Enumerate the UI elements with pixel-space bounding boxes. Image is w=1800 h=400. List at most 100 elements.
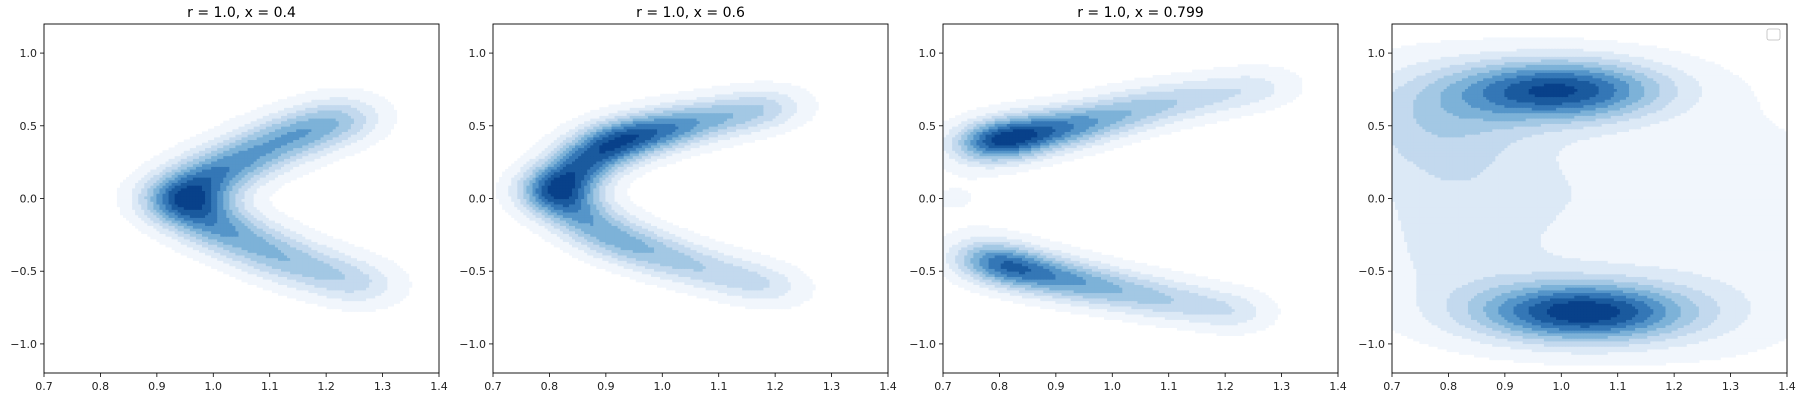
density-cell (366, 262, 370, 267)
density-cell (326, 246, 331, 251)
density-cell (775, 279, 780, 283)
density-cell (205, 177, 209, 181)
density-cell (162, 233, 167, 237)
density-cell (793, 287, 798, 291)
density-cell (299, 270, 303, 275)
density-cell (372, 112, 376, 116)
density-cell (180, 214, 185, 218)
density-cell (247, 198, 252, 202)
x-tick-label: 0.8 (92, 380, 110, 393)
density-cell (262, 193, 267, 197)
density-cell (198, 244, 203, 248)
density-cell (308, 147, 312, 151)
density-cell (226, 190, 230, 194)
density-cell (399, 284, 404, 288)
density-cell (223, 203, 227, 208)
density-cell (314, 152, 319, 157)
density-cell (177, 187, 182, 192)
density-cell (793, 292, 798, 296)
density-cell (784, 279, 789, 283)
density-cell (250, 131, 255, 135)
density-cell (241, 171, 246, 175)
density-cell (162, 158, 167, 162)
density-cell (250, 179, 255, 183)
density-cell (129, 182, 133, 186)
density-cell (268, 244, 273, 248)
density-cell (390, 260, 395, 264)
density-cell (381, 305, 385, 310)
density-cell (296, 246, 300, 251)
density-cell (390, 297, 395, 302)
density-cell (293, 117, 297, 122)
density-cell (132, 214, 136, 218)
density-cell (268, 252, 273, 256)
density-cell (226, 128, 230, 132)
density-cell (214, 241, 218, 245)
density-cell (229, 155, 233, 159)
density-cell (238, 246, 243, 251)
density-cell (147, 214, 151, 218)
density-cell (293, 150, 297, 154)
density-cell (259, 179, 264, 183)
density-cell (132, 211, 136, 216)
density-cell (229, 236, 233, 240)
density-cell (305, 147, 309, 151)
density-cell (717, 284, 722, 288)
density-cell (702, 295, 707, 299)
density-cell (235, 182, 240, 186)
density-cell (189, 152, 194, 157)
density-cell (730, 273, 734, 277)
density-cell (384, 297, 388, 302)
density-cell (341, 99, 346, 103)
density-cell (192, 246, 197, 251)
density-cell (147, 198, 151, 202)
density-cell (208, 236, 212, 240)
density-cell (217, 163, 221, 167)
density-cell (220, 187, 224, 192)
density-cell (375, 281, 379, 285)
density-cell (390, 295, 395, 299)
density-cell (293, 228, 297, 232)
density-cell (760, 287, 765, 291)
density-cell (174, 155, 179, 159)
density-cell (326, 136, 331, 141)
density-cell (305, 107, 309, 111)
density-cell (168, 201, 173, 205)
density-cell (338, 144, 343, 149)
density-cell (296, 236, 300, 240)
density-cell (171, 236, 176, 240)
density-cell (308, 257, 312, 261)
density-cell (271, 217, 276, 221)
density-cell (183, 171, 188, 175)
density-cell (784, 273, 789, 277)
density-cell (177, 198, 182, 202)
density-cell (247, 268, 252, 272)
density-cell (141, 201, 145, 205)
density-cell (644, 279, 649, 283)
density-cell (805, 295, 810, 299)
density-cell (669, 281, 673, 285)
density-cell (320, 142, 325, 146)
density-cell (290, 150, 294, 154)
density-cell (384, 109, 388, 114)
density-cell (119, 198, 124, 202)
density-cell (253, 168, 258, 173)
density-cell (356, 260, 361, 264)
density-cell (323, 163, 328, 167)
density-cell (696, 279, 701, 283)
density-cell (232, 147, 237, 151)
density-cell (229, 139, 233, 143)
density-cell (235, 136, 240, 141)
density-cell (405, 287, 410, 291)
density-cell (220, 254, 224, 259)
density-cell (287, 233, 291, 237)
density-cell (147, 225, 151, 229)
density-cell (259, 177, 264, 181)
density-cell (265, 211, 270, 216)
density-cell (399, 281, 404, 285)
density-cell (287, 268, 291, 272)
density-cell (202, 260, 206, 264)
density-cell (344, 93, 349, 98)
density-cell (217, 134, 221, 138)
density-cell (384, 305, 388, 310)
